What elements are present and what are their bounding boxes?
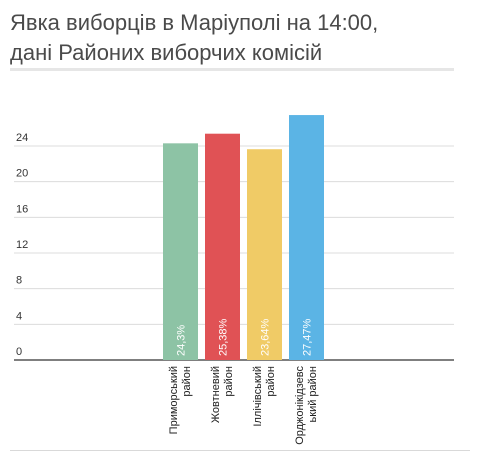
- category-label: Орджонікідзевс: [294, 366, 306, 445]
- y-tick-label: 4: [16, 310, 22, 322]
- y-tick-label: 0: [16, 346, 22, 358]
- bar: [289, 115, 324, 360]
- category-label: район: [265, 366, 277, 397]
- chart-title-line-2: дані Районих виборчих комісій: [10, 40, 323, 65]
- y-tick-label: 20: [16, 168, 28, 180]
- category-label: Приморський: [168, 366, 180, 434]
- bar: [247, 149, 282, 360]
- y-tick-label: 12: [16, 239, 28, 251]
- data-label: 27,47%: [302, 318, 314, 356]
- bottom-border: [10, 450, 470, 451]
- category-label: район: [181, 366, 193, 397]
- data-label: 23,64%: [260, 318, 272, 356]
- category-label: Іллічівський: [252, 366, 264, 427]
- y-tick-label: 16: [16, 203, 28, 215]
- data-label: 24,3%: [176, 325, 188, 356]
- category-label: ький район: [307, 366, 319, 422]
- y-tick-label: 8: [16, 275, 22, 287]
- y-tick-label: 24: [16, 132, 28, 144]
- category-label: Жовтневий: [210, 366, 222, 423]
- chart-title: Явка виборців в Маріуполі на 14:00, дані…: [10, 8, 470, 68]
- title-divider: [10, 68, 454, 71]
- chart-title-line-1: Явка виборців в Маріуполі на 14:00,: [10, 10, 379, 35]
- data-label: 25,38%: [218, 318, 230, 356]
- bar: [163, 143, 198, 360]
- category-label: район: [223, 366, 235, 397]
- bar: [205, 133, 240, 360]
